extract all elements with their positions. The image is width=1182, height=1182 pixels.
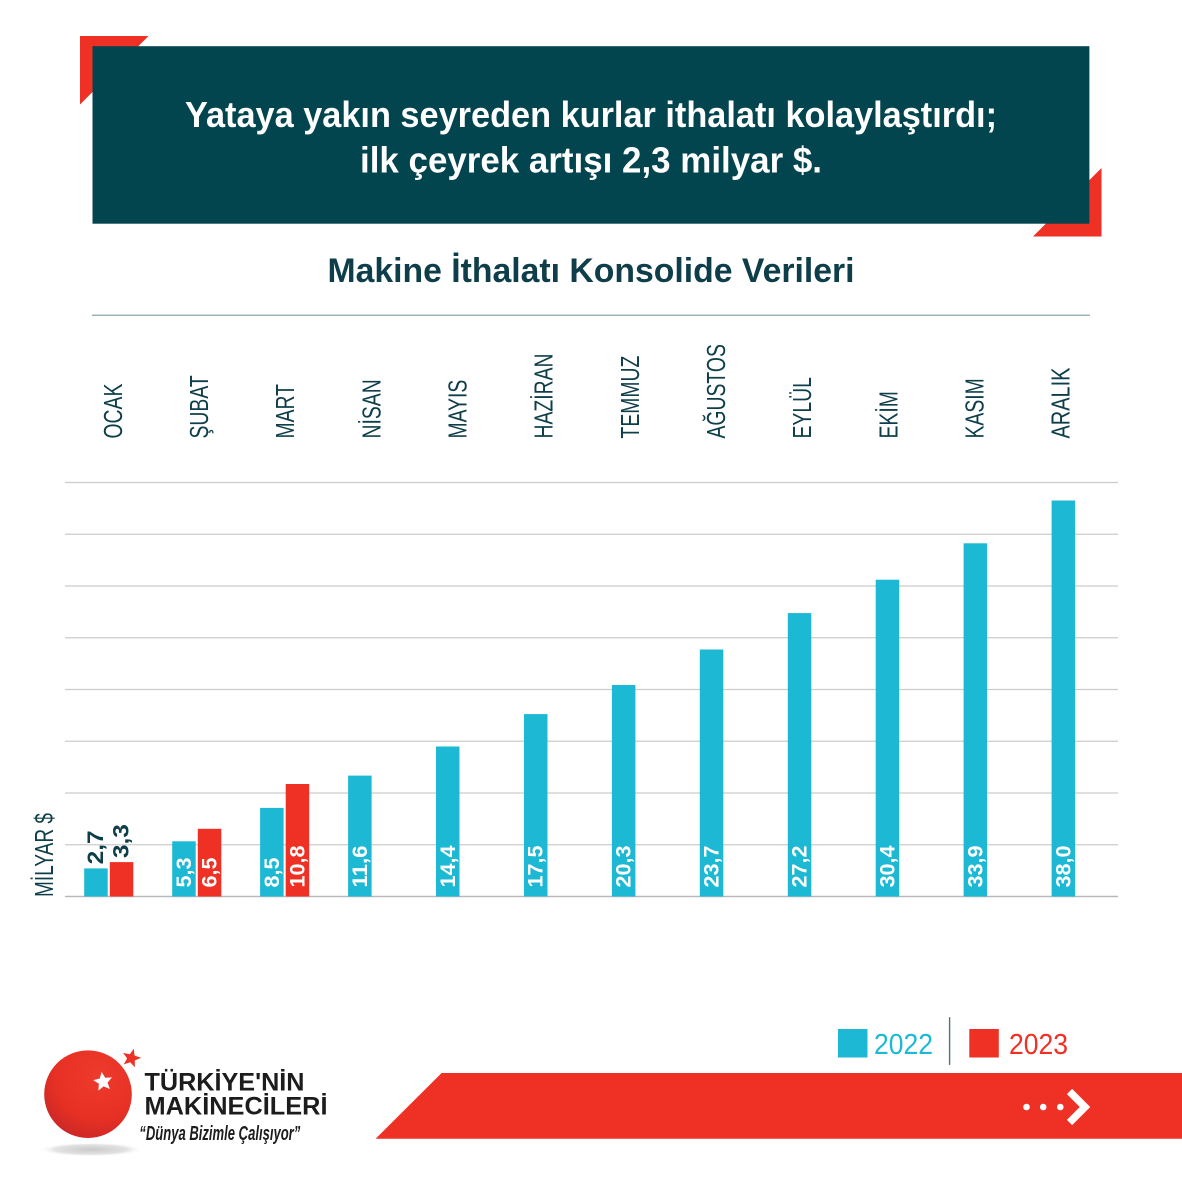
svg-text:17,5: 17,5 — [524, 845, 548, 887]
svg-text:TÜRKİYE'NİN: TÜRKİYE'NİN — [145, 1067, 305, 1096]
svg-text:“Dünya Bizimle Çalışıyor”: “Dünya Bizimle Çalışıyor” — [139, 1123, 300, 1145]
svg-text:EKİM: EKİM — [873, 391, 903, 438]
svg-text:AĞUSTOS: AĞUSTOS — [701, 344, 731, 438]
svg-text:MAKİNECİLERİ: MAKİNECİLERİ — [145, 1093, 328, 1121]
svg-text:33,9: 33,9 — [963, 845, 987, 887]
svg-text:2023: 2023 — [1009, 1029, 1068, 1061]
svg-text:Yataya yakın seyreden kurlar i: Yataya yakın seyreden kurlar ithalatı ko… — [185, 94, 997, 135]
svg-text:ARALIK: ARALIK — [1046, 367, 1076, 438]
svg-text:30,4: 30,4 — [876, 845, 900, 887]
svg-text:38,0: 38,0 — [1051, 845, 1075, 887]
svg-text:3,3: 3,3 — [109, 824, 134, 858]
svg-text:27,2: 27,2 — [788, 845, 812, 887]
svg-text:MART: MART — [270, 384, 300, 439]
svg-text:OCAK: OCAK — [98, 383, 128, 438]
svg-text:KASIM: KASIM — [959, 378, 989, 438]
svg-text:5,3: 5,3 — [172, 857, 196, 887]
svg-text:6,5: 6,5 — [198, 857, 222, 887]
svg-text:HAZİRAN: HAZİRAN — [529, 354, 559, 439]
svg-text:EYLÜL: EYLÜL — [787, 377, 817, 438]
svg-text:MAYIS: MAYIS — [443, 380, 473, 439]
svg-text:ilk çeyrek artışı 2,3 milyar $: ilk çeyrek artışı 2,3 milyar $. — [360, 139, 822, 180]
svg-text:Makine İthalatı Konsolide Veri: Makine İthalatı Konsolide Verileri — [328, 252, 855, 290]
svg-text:20,3: 20,3 — [612, 845, 636, 887]
svg-text:MİLYAR $: MİLYAR $ — [29, 813, 59, 897]
svg-text:2022: 2022 — [874, 1029, 933, 1061]
svg-text:TEMMUZ: TEMMUZ — [615, 356, 645, 439]
svg-text:2,7: 2,7 — [83, 830, 108, 864]
svg-text:ŞUBAT: ŞUBAT — [184, 375, 214, 438]
svg-text:11,6: 11,6 — [348, 845, 372, 887]
svg-text:10,8: 10,8 — [286, 845, 310, 887]
svg-text:14,4: 14,4 — [436, 845, 460, 887]
svg-text:NİSAN: NİSAN — [356, 379, 386, 438]
svg-text:8,5: 8,5 — [260, 857, 284, 887]
svg-text:23,7: 23,7 — [700, 845, 724, 887]
